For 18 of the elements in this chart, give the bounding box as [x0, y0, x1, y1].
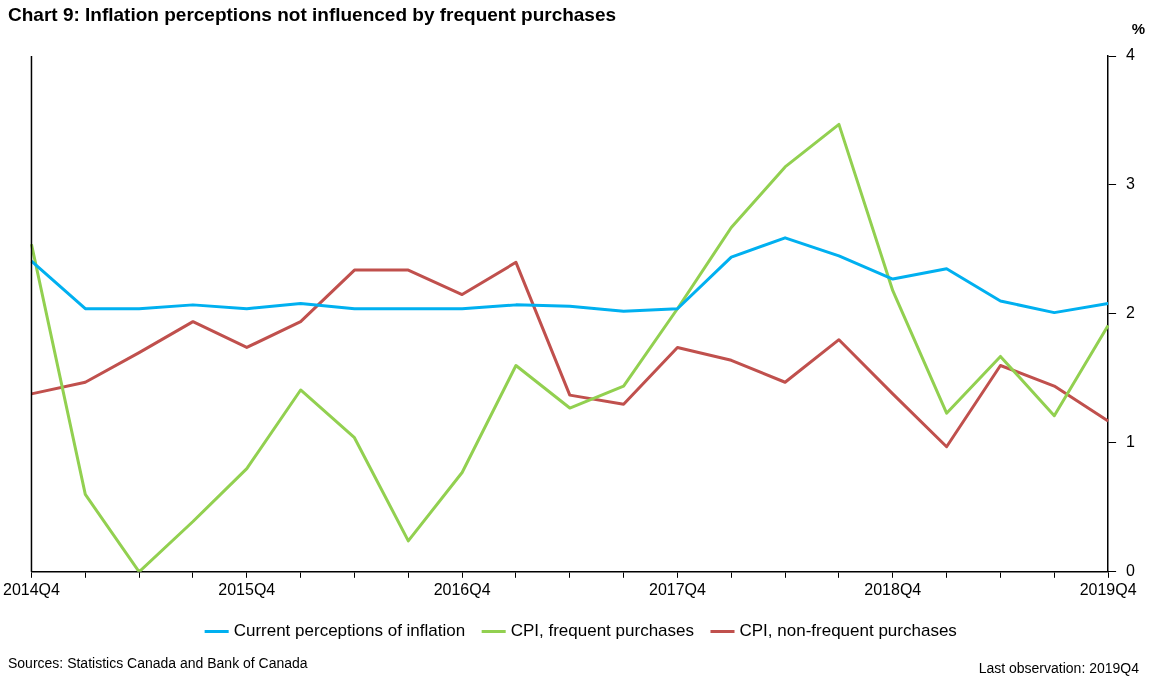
legend-label: CPI, non-frequent purchases [739, 621, 957, 641]
y-tick-label: 3 [1126, 175, 1136, 193]
y-axis-title: % [1131, 20, 1145, 38]
y-tick-label: 1 [1126, 433, 1136, 451]
y-tick-label: 4 [1126, 46, 1136, 64]
x-tick-label: 2015Q4 [218, 580, 276, 598]
x-tick-label: 2016Q4 [433, 580, 491, 598]
x-tick-label: 2018Q4 [864, 580, 922, 598]
x-tick-label: 2014Q4 [3, 580, 61, 598]
y-tick-label: 0 [1126, 562, 1136, 580]
x-tick-label: 2017Q4 [648, 580, 707, 598]
legend-label: Current perceptions of inflation [233, 621, 466, 641]
y-tick-label: 2 [1126, 304, 1136, 322]
source-note: Sources: Statistics Canada and Bank of Canada [8, 655, 308, 671]
legend-label: CPI, frequent purchases [510, 621, 694, 641]
x-tick-label: 2019Q4 [1079, 580, 1137, 598]
text: Last observation: 2019Q4 [978, 660, 1139, 676]
chart-title: Chart 9: Inflation perceptions not influenced by frequent purchases [8, 4, 617, 26]
